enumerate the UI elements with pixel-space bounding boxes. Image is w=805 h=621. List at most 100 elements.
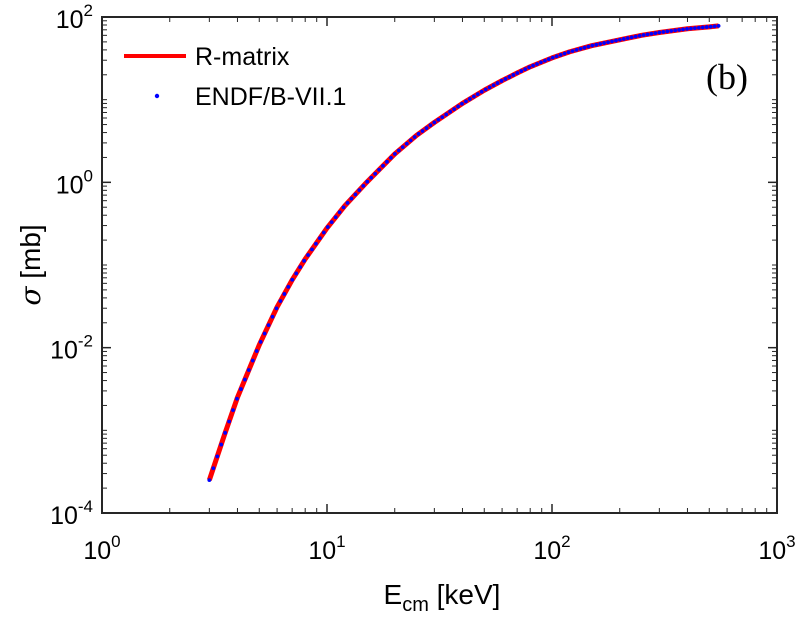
- data-point: [361, 184, 366, 188]
- data-point: [535, 62, 539, 66]
- data-point: [286, 284, 291, 289]
- data-point: [231, 408, 235, 413]
- data-point: [629, 35, 634, 40]
- data-point: [491, 83, 496, 88]
- data-point: [436, 117, 441, 122]
- data-point: [424, 126, 429, 131]
- data-point: [369, 175, 374, 180]
- data-point: [550, 55, 555, 60]
- data-point: [716, 24, 721, 28]
- data-point: [325, 225, 330, 229]
- data-point: [250, 358, 255, 363]
- data-point: [614, 38, 618, 43]
- data-point: [239, 387, 243, 391]
- data-point: [219, 442, 224, 447]
- legend: R-matrix ENDF/B-VII.1: [124, 43, 346, 111]
- data-point: [329, 220, 334, 225]
- data-point: [278, 299, 283, 303]
- data-point: [617, 37, 622, 42]
- data-point: [495, 81, 500, 85]
- data-point: [558, 53, 563, 57]
- data-point: [353, 192, 358, 197]
- data-point: [586, 44, 591, 49]
- data-point: [661, 30, 666, 34]
- data-point: [314, 241, 318, 246]
- data-point: [349, 196, 354, 201]
- data-point: [487, 85, 492, 90]
- x-tick-label: 100: [83, 532, 120, 565]
- data-point: [246, 368, 251, 372]
- data-point: [341, 205, 346, 210]
- data-point: [554, 54, 559, 59]
- data-point: [381, 163, 385, 168]
- data-point: [464, 99, 468, 104]
- data-point: [712, 24, 717, 29]
- data-point: [235, 396, 239, 401]
- data-point: [317, 236, 322, 241]
- data-point: [693, 26, 697, 31]
- data-point: [539, 60, 543, 65]
- data-point: [337, 210, 342, 215]
- data-point: [333, 215, 338, 220]
- data-point: [590, 43, 595, 48]
- data-point: [460, 101, 464, 106]
- data-point: [681, 27, 685, 32]
- plot-area: [206, 23, 721, 482]
- data-point: [696, 25, 701, 30]
- legend-label-endf: ENDF/B-VII.1: [195, 83, 346, 111]
- data-point: [566, 50, 571, 55]
- data-point: [412, 135, 417, 139]
- data-point: [223, 430, 228, 435]
- x-tick-label: 101: [308, 532, 345, 565]
- data-point: [408, 138, 413, 143]
- data-point: [345, 201, 350, 205]
- data-point: [669, 29, 674, 33]
- data-point: [653, 31, 658, 35]
- y-tick-label: 102: [56, 1, 93, 34]
- data-point: [207, 478, 212, 482]
- data-point: [396, 148, 401, 153]
- data-point: [428, 123, 433, 128]
- data-point: [389, 155, 393, 160]
- y-tick-label: 10-4: [50, 497, 93, 530]
- data-point: [649, 31, 654, 36]
- data-point: [294, 271, 299, 276]
- data-point: [483, 87, 488, 92]
- plot-frame: [101, 16, 778, 514]
- x-tick-label: 102: [533, 532, 570, 565]
- data-point: [452, 107, 456, 112]
- data-point: [215, 454, 220, 459]
- data-point: [570, 49, 575, 53]
- data-point: [685, 26, 689, 31]
- data-point: [444, 112, 449, 117]
- data-point: [641, 33, 646, 37]
- data-point: [527, 65, 531, 70]
- legend-swatch-endf: [154, 93, 160, 99]
- data-point: [633, 34, 638, 39]
- data-point: [254, 349, 259, 353]
- data-point: [625, 36, 630, 41]
- panel-annotation: (b): [706, 57, 748, 97]
- data-point: [416, 131, 421, 136]
- data-point: [582, 45, 587, 50]
- data-point: [598, 41, 603, 46]
- data-point: [306, 253, 310, 257]
- data-point: [404, 141, 409, 146]
- data-point: [365, 179, 370, 184]
- data-point: [262, 331, 267, 336]
- data-point: [531, 63, 535, 68]
- data-point: [385, 159, 389, 164]
- data-point: [704, 25, 709, 29]
- data-point: [621, 37, 626, 41]
- x-axis-label: Ecm [keV]: [384, 579, 501, 616]
- data-point: [290, 277, 295, 282]
- data-point: [227, 419, 231, 424]
- tick-labels: 100 101 102 103 10-4 10-2 100 102: [50, 1, 796, 565]
- data-point: [258, 340, 263, 344]
- data-point: [507, 75, 512, 79]
- data-point: [503, 77, 508, 81]
- data-point: [523, 67, 528, 72]
- data-point: [392, 151, 397, 156]
- data-point: [467, 97, 472, 101]
